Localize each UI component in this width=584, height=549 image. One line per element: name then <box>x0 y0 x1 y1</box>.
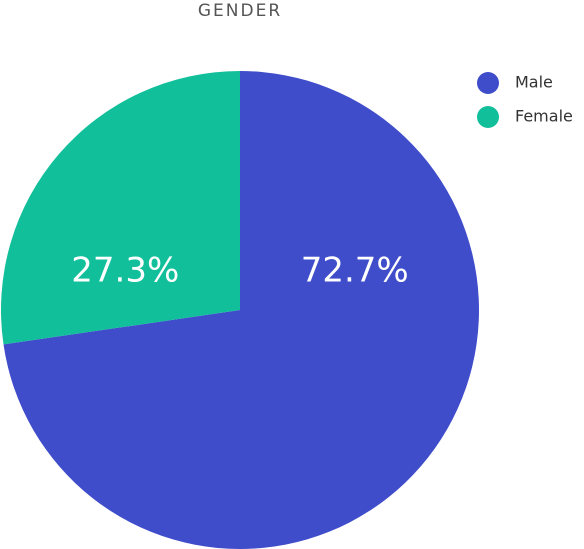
slice-label: 72.7% <box>301 251 409 291</box>
chart-title: GENDER <box>198 1 282 21</box>
legend-label: Male <box>515 73 553 92</box>
legend-swatch <box>477 72 499 94</box>
pie-slice <box>3 71 479 549</box>
legend-swatch <box>477 106 499 128</box>
slice-label: 27.3% <box>71 251 179 291</box>
legend-label: Female <box>515 107 573 126</box>
pie-slice <box>1 71 241 345</box>
